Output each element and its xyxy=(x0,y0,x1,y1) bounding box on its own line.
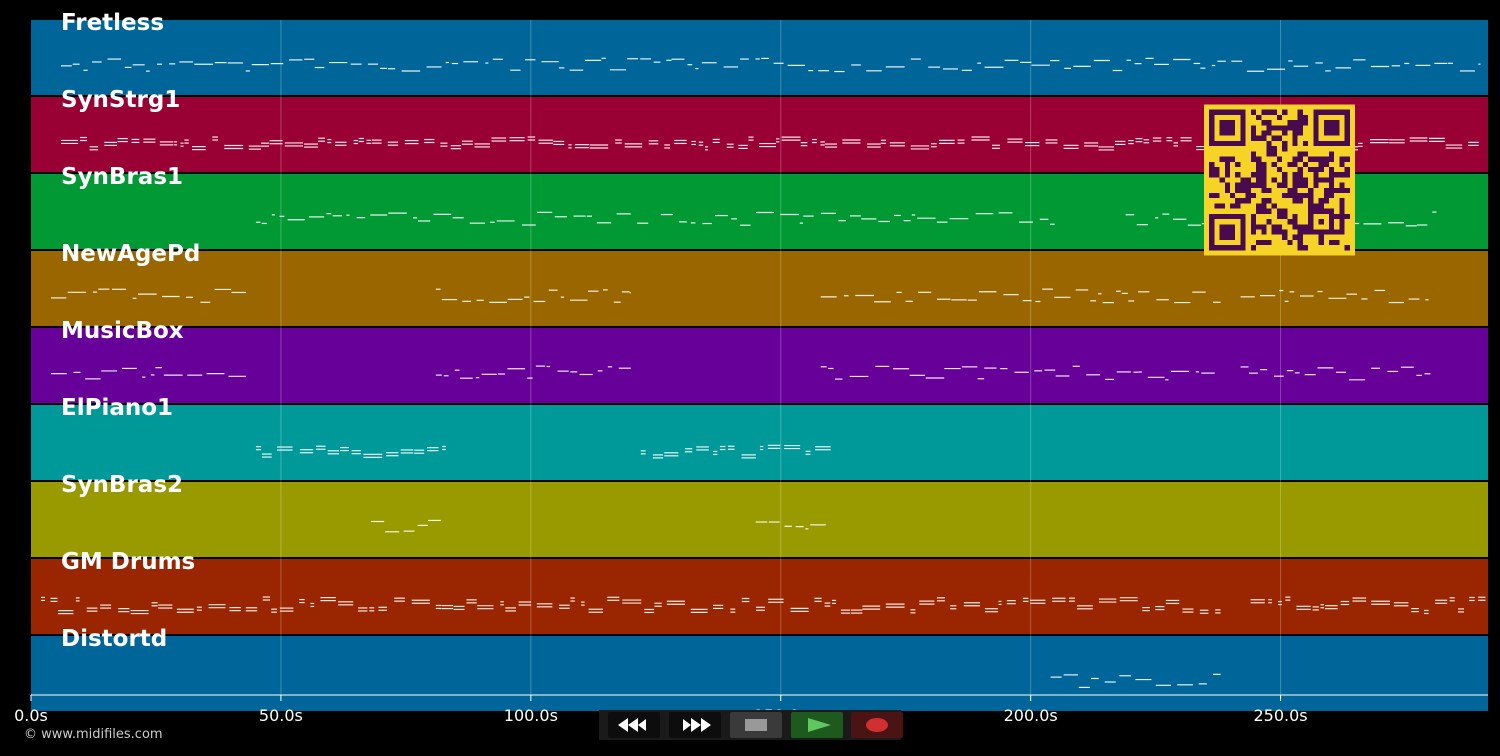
track-notes xyxy=(255,444,831,459)
stop-button[interactable] xyxy=(730,712,782,738)
axis-tick-label: 100.0s xyxy=(503,706,558,725)
track-notes xyxy=(40,596,1486,615)
track-lane xyxy=(31,482,1488,557)
track-lane xyxy=(31,20,1488,95)
track-label: GM Drums xyxy=(61,549,196,575)
track-lane xyxy=(31,328,1488,403)
track-notes xyxy=(50,365,1431,381)
play-icon xyxy=(808,718,831,732)
record-button[interactable] xyxy=(851,712,903,738)
fast-forward-icon xyxy=(683,718,711,732)
track-notes xyxy=(255,211,1437,227)
qr-code xyxy=(1204,104,1355,256)
track-notes xyxy=(1050,673,1221,688)
rewind-icon xyxy=(618,718,646,732)
track-label: MusicBox xyxy=(61,318,184,344)
axis-tick-label: 200.0s xyxy=(1003,706,1058,725)
track-lane xyxy=(31,559,1488,634)
track-label: SynBras1 xyxy=(61,164,184,190)
transport-controls xyxy=(599,710,903,740)
fast-forward-button[interactable] xyxy=(669,712,721,738)
track-notes xyxy=(50,288,1429,304)
track-lane xyxy=(31,251,1488,326)
play-button[interactable] xyxy=(791,712,843,738)
axis-tick-label: 250.0s xyxy=(1253,706,1308,725)
track-label: NewAgePd xyxy=(61,241,201,267)
track-label: SynBras2 xyxy=(61,472,184,498)
track-label: SynStrg1 xyxy=(61,87,181,113)
record-icon xyxy=(866,718,888,732)
track-label: ElPiano1 xyxy=(61,395,174,421)
stop-icon xyxy=(745,719,767,731)
copyright-text: © www.midifiles.com xyxy=(24,727,163,742)
track-lane xyxy=(31,405,1488,480)
rewind-button[interactable] xyxy=(608,712,660,738)
axis-tick-label: 0.0s xyxy=(14,706,48,725)
track-notes xyxy=(370,519,826,533)
axis-tick-label: 50.0s xyxy=(258,706,303,725)
track-label: Fretless xyxy=(61,10,165,36)
track-notes xyxy=(60,57,1481,73)
track-label: Distortd xyxy=(61,626,168,652)
track-lane xyxy=(31,636,1488,711)
